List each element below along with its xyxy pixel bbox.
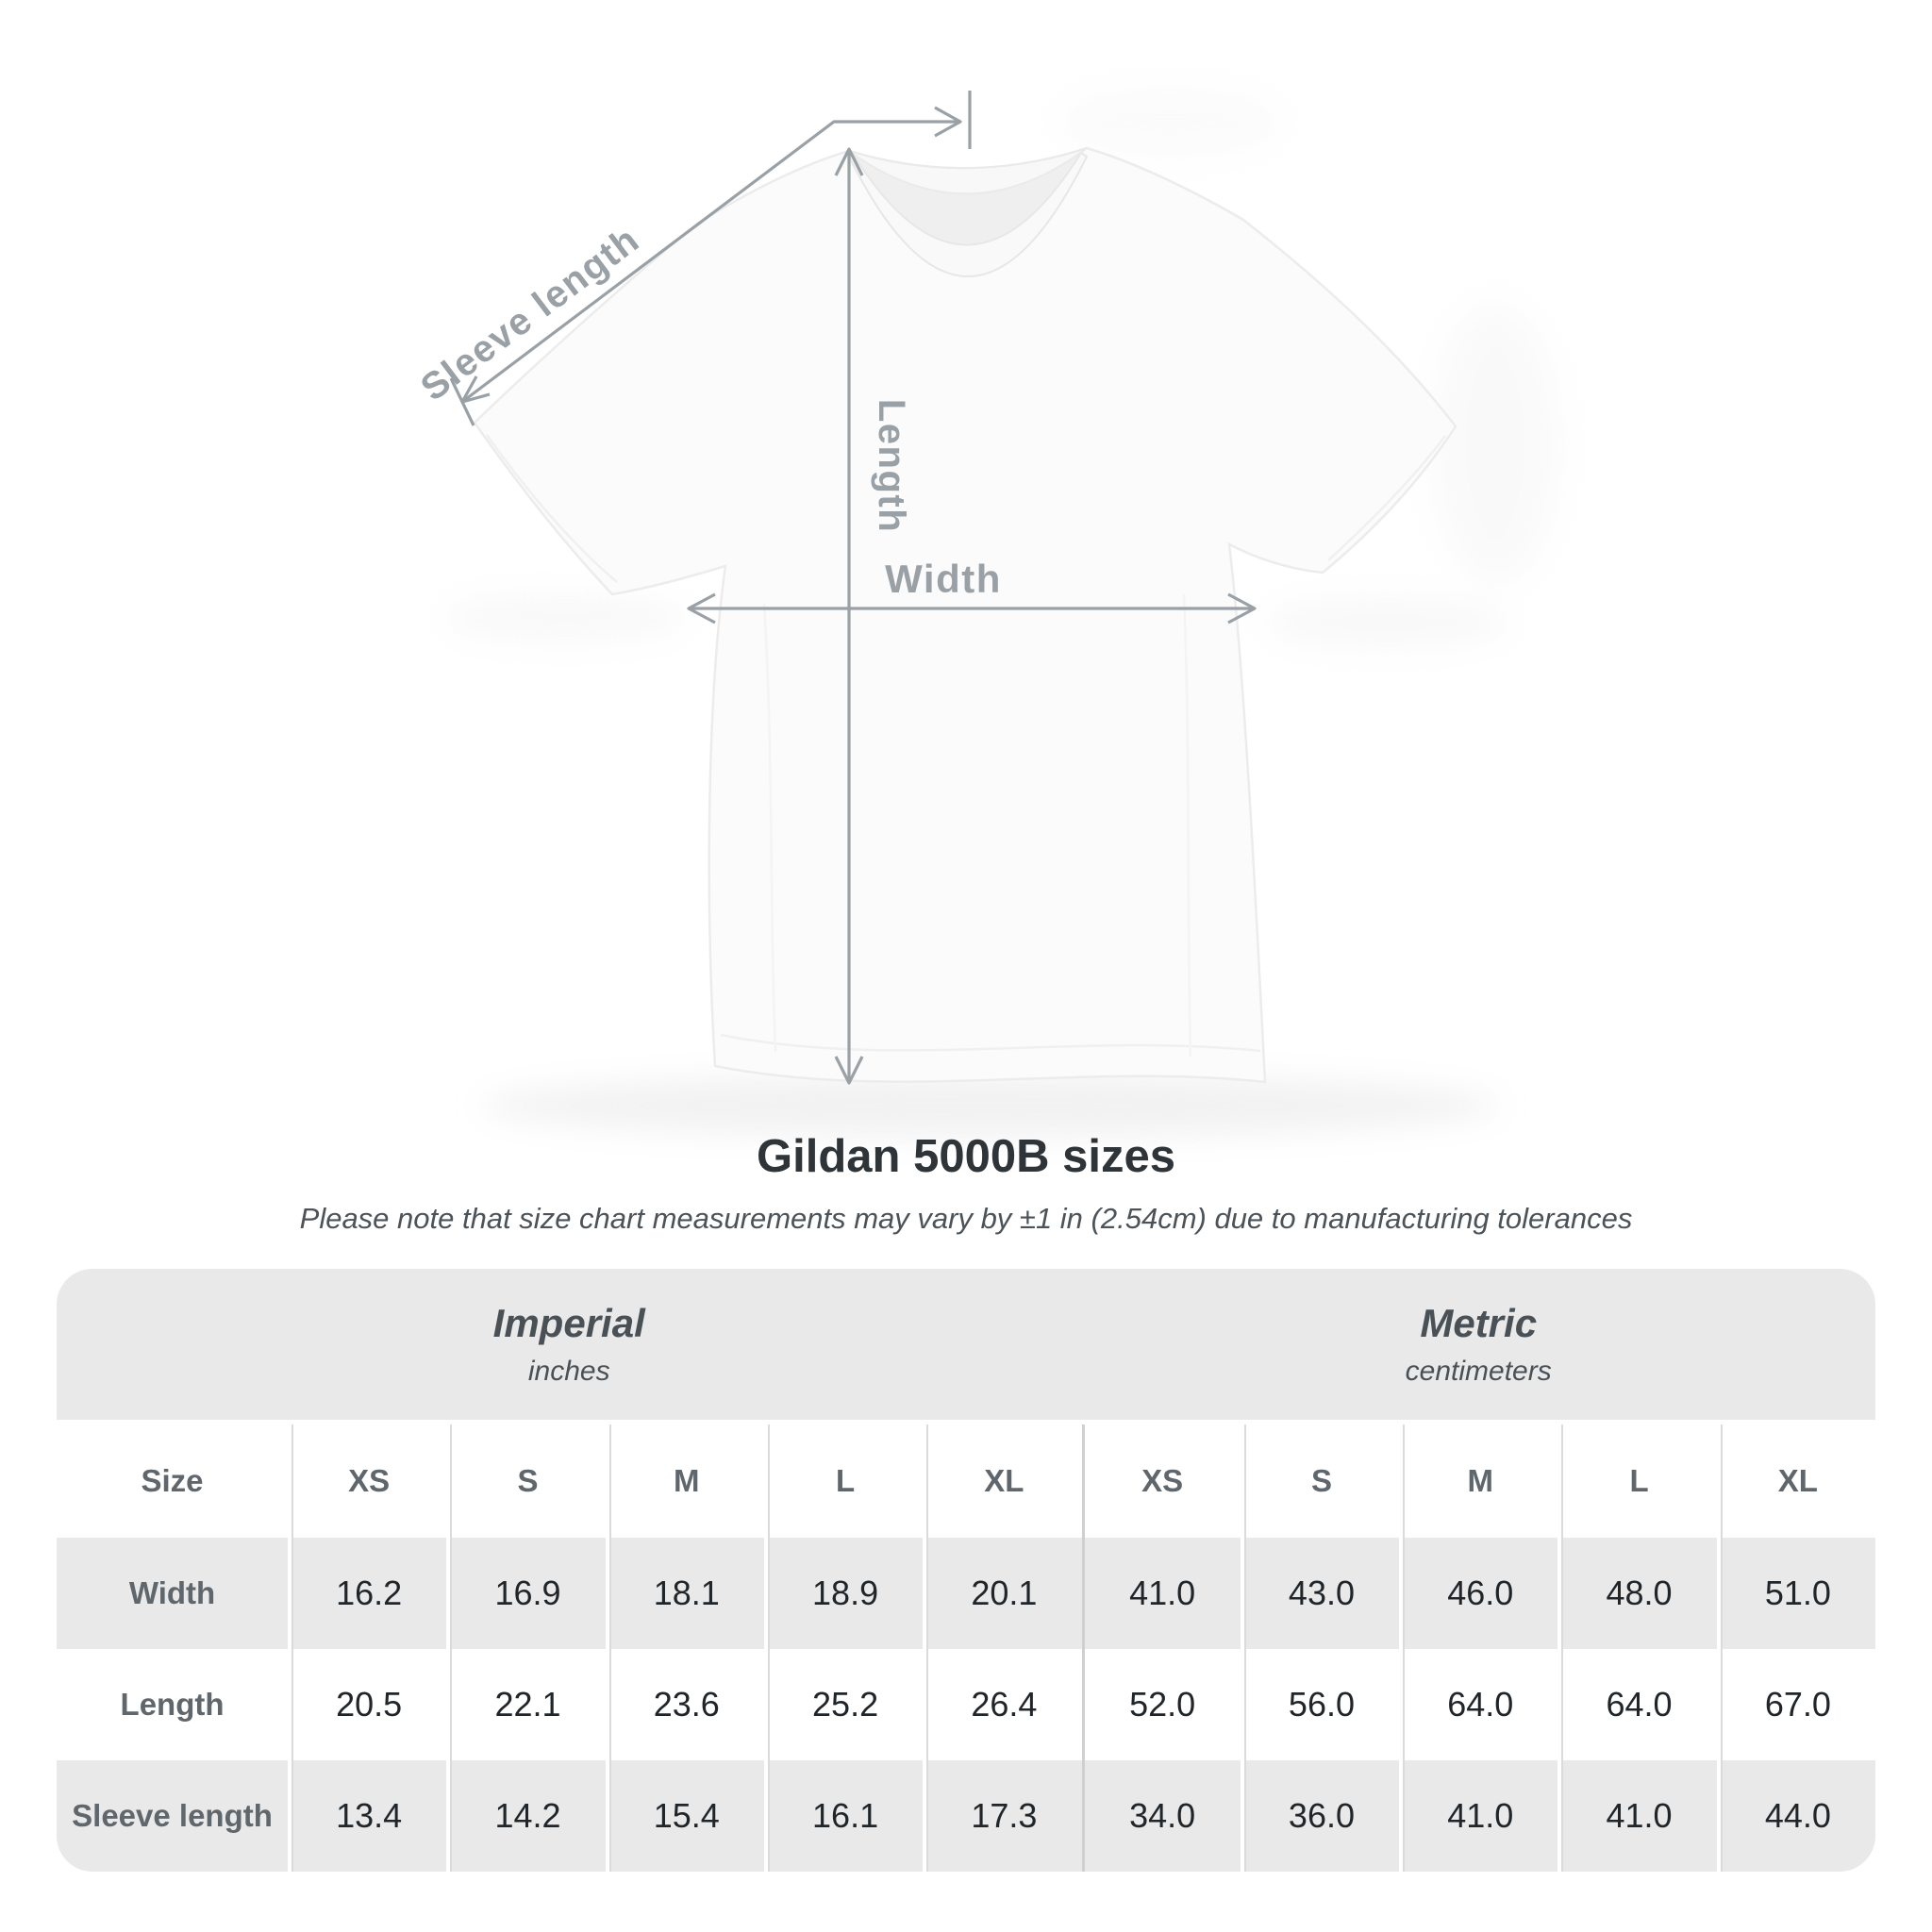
metric-unit-label: centimeters	[1405, 1356, 1552, 1387]
cell-length-imperial-xs: 20.5	[288, 1649, 447, 1760]
cell-sleeve-metric-xs: 34.0	[1081, 1760, 1241, 1872]
cell-width-imperial-m: 18.1	[605, 1538, 764, 1649]
column-header-metric-xs: XS	[1081, 1424, 1241, 1538]
cell-width-metric-s: 43.0	[1240, 1538, 1400, 1649]
row-label-width: Width	[57, 1538, 289, 1649]
unit-header-band: Imperial inches Metric centimeters	[57, 1269, 1875, 1420]
cell-width-metric-l: 48.0	[1557, 1538, 1717, 1649]
shirt-shadow	[443, 87, 1561, 1138]
tshirt-diagram: Sleeve length Length Width	[413, 87, 1561, 1138]
column-header-imperial-m: M	[605, 1424, 764, 1538]
cell-sleeve-metric-m: 41.0	[1399, 1760, 1558, 1872]
cell-width-metric-xs: 41.0	[1081, 1538, 1241, 1649]
tshirt-seams	[485, 434, 1447, 1058]
cell-length-metric-l: 64.0	[1557, 1649, 1717, 1760]
column-header-metric-m: M	[1399, 1424, 1558, 1538]
metric-header-group: Metric centimeters	[1081, 1269, 1875, 1420]
cell-sleeve-metric-l: 41.0	[1557, 1760, 1717, 1872]
length-measure	[834, 147, 864, 1085]
cell-length-metric-xs: 52.0	[1081, 1649, 1241, 1760]
column-header-imperial-l: L	[763, 1424, 924, 1538]
imperial-unit-label: inches	[527, 1356, 610, 1387]
width-label: Width	[885, 557, 1002, 601]
tshirt-body	[473, 146, 1457, 1084]
imperial-header-group: Imperial inches	[57, 1269, 1081, 1420]
column-header-imperial-xs: XS	[288, 1424, 447, 1538]
cell-sleeve-imperial-s: 14.2	[446, 1760, 606, 1872]
metric-label: Metric	[1420, 1301, 1538, 1345]
imperial-label: Imperial	[492, 1301, 645, 1345]
width-measure	[687, 592, 1257, 625]
cell-length-metric-xl: 67.0	[1716, 1649, 1875, 1760]
column-header-imperial-xl: XL	[923, 1424, 1082, 1538]
cell-sleeve-imperial-xl: 17.3	[923, 1760, 1082, 1872]
cell-length-metric-m: 64.0	[1399, 1649, 1558, 1760]
collar-band	[847, 151, 1089, 277]
cell-sleeve-imperial-l: 16.1	[763, 1760, 924, 1872]
cell-length-imperial-xl: 26.4	[923, 1649, 1082, 1760]
cell-sleeve-metric-s: 36.0	[1240, 1760, 1400, 1872]
column-header-imperial-s: S	[446, 1424, 606, 1538]
sleeve-length-measure	[449, 91, 972, 426]
cell-width-imperial-l: 18.9	[763, 1538, 924, 1649]
cell-length-metric-s: 56.0	[1240, 1649, 1400, 1760]
collar-back	[848, 147, 1088, 195]
cell-width-metric-m: 46.0	[1399, 1538, 1558, 1649]
cell-width-imperial-xs: 16.2	[288, 1538, 447, 1649]
page-subtitle: Please note that size chart measurements…	[299, 1202, 1633, 1235]
cell-sleeve-imperial-m: 15.4	[605, 1760, 764, 1872]
size-table: Imperial inches Metric centimeters Size …	[57, 1269, 1875, 1872]
column-header-size: Size	[57, 1424, 289, 1538]
column-header-metric-s: S	[1240, 1424, 1400, 1538]
column-header-metric-l: L	[1557, 1424, 1717, 1538]
measurement-lines	[449, 91, 1257, 1085]
cell-width-imperial-xl: 20.1	[923, 1538, 1082, 1649]
row-label-sleeve-length: Sleeve length	[57, 1760, 289, 1872]
page-title: Gildan 5000B sizes	[757, 1131, 1175, 1182]
size-grid: Size XS S M L XL XS S M L XL Width 16.2 …	[57, 1424, 1875, 1872]
cell-width-imperial-s: 16.9	[446, 1538, 606, 1649]
cell-length-imperial-s: 22.1	[446, 1649, 606, 1760]
cell-sleeve-imperial-xs: 13.4	[288, 1760, 447, 1872]
cell-length-imperial-m: 23.6	[605, 1649, 764, 1760]
cell-sleeve-metric-xl: 44.0	[1716, 1760, 1875, 1872]
column-header-metric-xl: XL	[1716, 1424, 1875, 1538]
row-label-length: Length	[57, 1649, 289, 1760]
cell-width-metric-xl: 51.0	[1716, 1538, 1875, 1649]
cell-length-imperial-l: 25.2	[763, 1649, 924, 1760]
length-label: Length	[871, 399, 912, 533]
tshirt-illustration	[473, 146, 1457, 1084]
